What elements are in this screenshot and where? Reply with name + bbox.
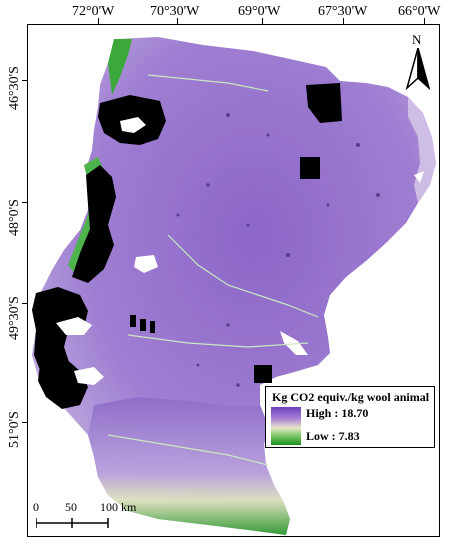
longitude-label-72w: 72°0'W [72,4,115,19]
water-estuary-east [280,331,308,355]
water-estuary-north [414,171,424,183]
masked-area-northeast [306,83,342,123]
longitude-label-67-30w: 67°30'W [318,4,368,19]
tick-left-4 [22,422,27,423]
legend-title: Kg CO2 equiv./kg wool animal [272,390,430,404]
river-south [127,334,309,348]
longitude-label-66w: 66°0'W [398,4,441,19]
legend-high-label: High : 18.70 [306,406,369,420]
river-far-south [107,434,269,466]
water-lake-west [56,317,92,335]
tick-left-1 [22,80,27,81]
eastern-coast-strip [408,97,436,203]
masked-area-south-glacier [38,357,88,409]
water-lake-central [134,255,158,273]
river-center [167,234,319,318]
north-arrow: N [403,32,433,92]
dark-spots [176,113,380,387]
longitude-label-70-30w: 70°30'W [150,4,200,19]
masked-area-center-b [140,319,146,331]
masked-area-southwest [32,287,88,381]
water-lake-southwest [74,367,104,385]
tick-top-2 [177,18,178,24]
map-frame [27,24,440,537]
water-lake-north [120,117,146,133]
masked-area-east-small [300,157,320,179]
latitude-label-46-30s: 46°30'S [7,66,22,110]
river-north [147,74,269,92]
tick-left-3 [22,303,27,304]
north-label: N [412,32,422,47]
legend-low-label: Low : 7.83 [306,429,360,443]
forest-strip-north [108,39,132,95]
masked-area-west-mountains [72,165,116,283]
masked-area-center-a [130,315,136,327]
scale-bar [36,518,109,528]
tick-top-3 [262,18,263,24]
map-canvas [32,37,436,535]
scale-label-0: 0 [33,500,39,514]
masked-area-southeast [254,365,272,383]
legend: Kg CO2 equiv./kg wool animal High : 18.7… [265,386,435,448]
longitude-label-69w: 69°0'W [238,4,281,19]
north-arrow-icon [405,48,431,90]
latitude-label-49-30s: 49°30'S [7,296,22,340]
masked-area-center-c [150,321,155,333]
tick-top-4 [343,18,344,24]
legend-color-ramp [271,407,301,445]
scale-label-100km: 100 km [100,500,137,514]
scale-label-50: 50 [65,500,77,514]
tick-top-1 [98,18,99,24]
tick-left-2 [22,202,27,203]
latitude-label-51s: 51°0'S [7,411,22,448]
southern-region [88,397,290,535]
tick-top-5 [424,18,425,24]
latitude-label-48s: 48°0'S [7,199,22,236]
